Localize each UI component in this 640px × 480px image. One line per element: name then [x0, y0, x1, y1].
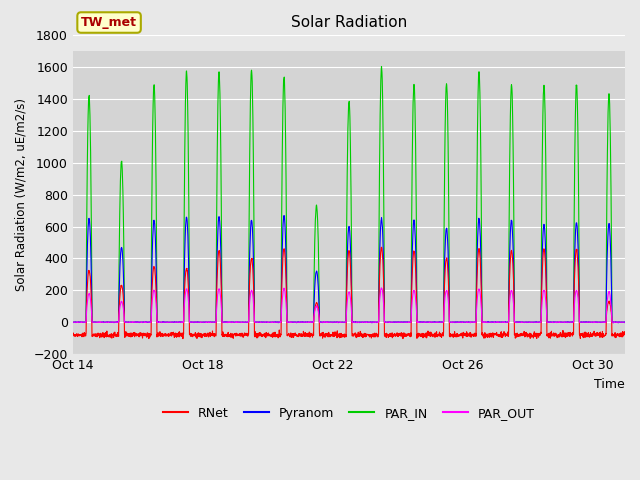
Title: Solar Radiation: Solar Radiation	[291, 15, 407, 30]
X-axis label: Time: Time	[595, 377, 625, 391]
Text: TW_met: TW_met	[81, 16, 137, 29]
Legend: RNet, Pyranom, PAR_IN, PAR_OUT: RNet, Pyranom, PAR_IN, PAR_OUT	[158, 402, 540, 425]
Y-axis label: Solar Radiation (W/m2, uE/m2/s): Solar Radiation (W/m2, uE/m2/s)	[15, 98, 28, 291]
Bar	[73, 36, 625, 51]
